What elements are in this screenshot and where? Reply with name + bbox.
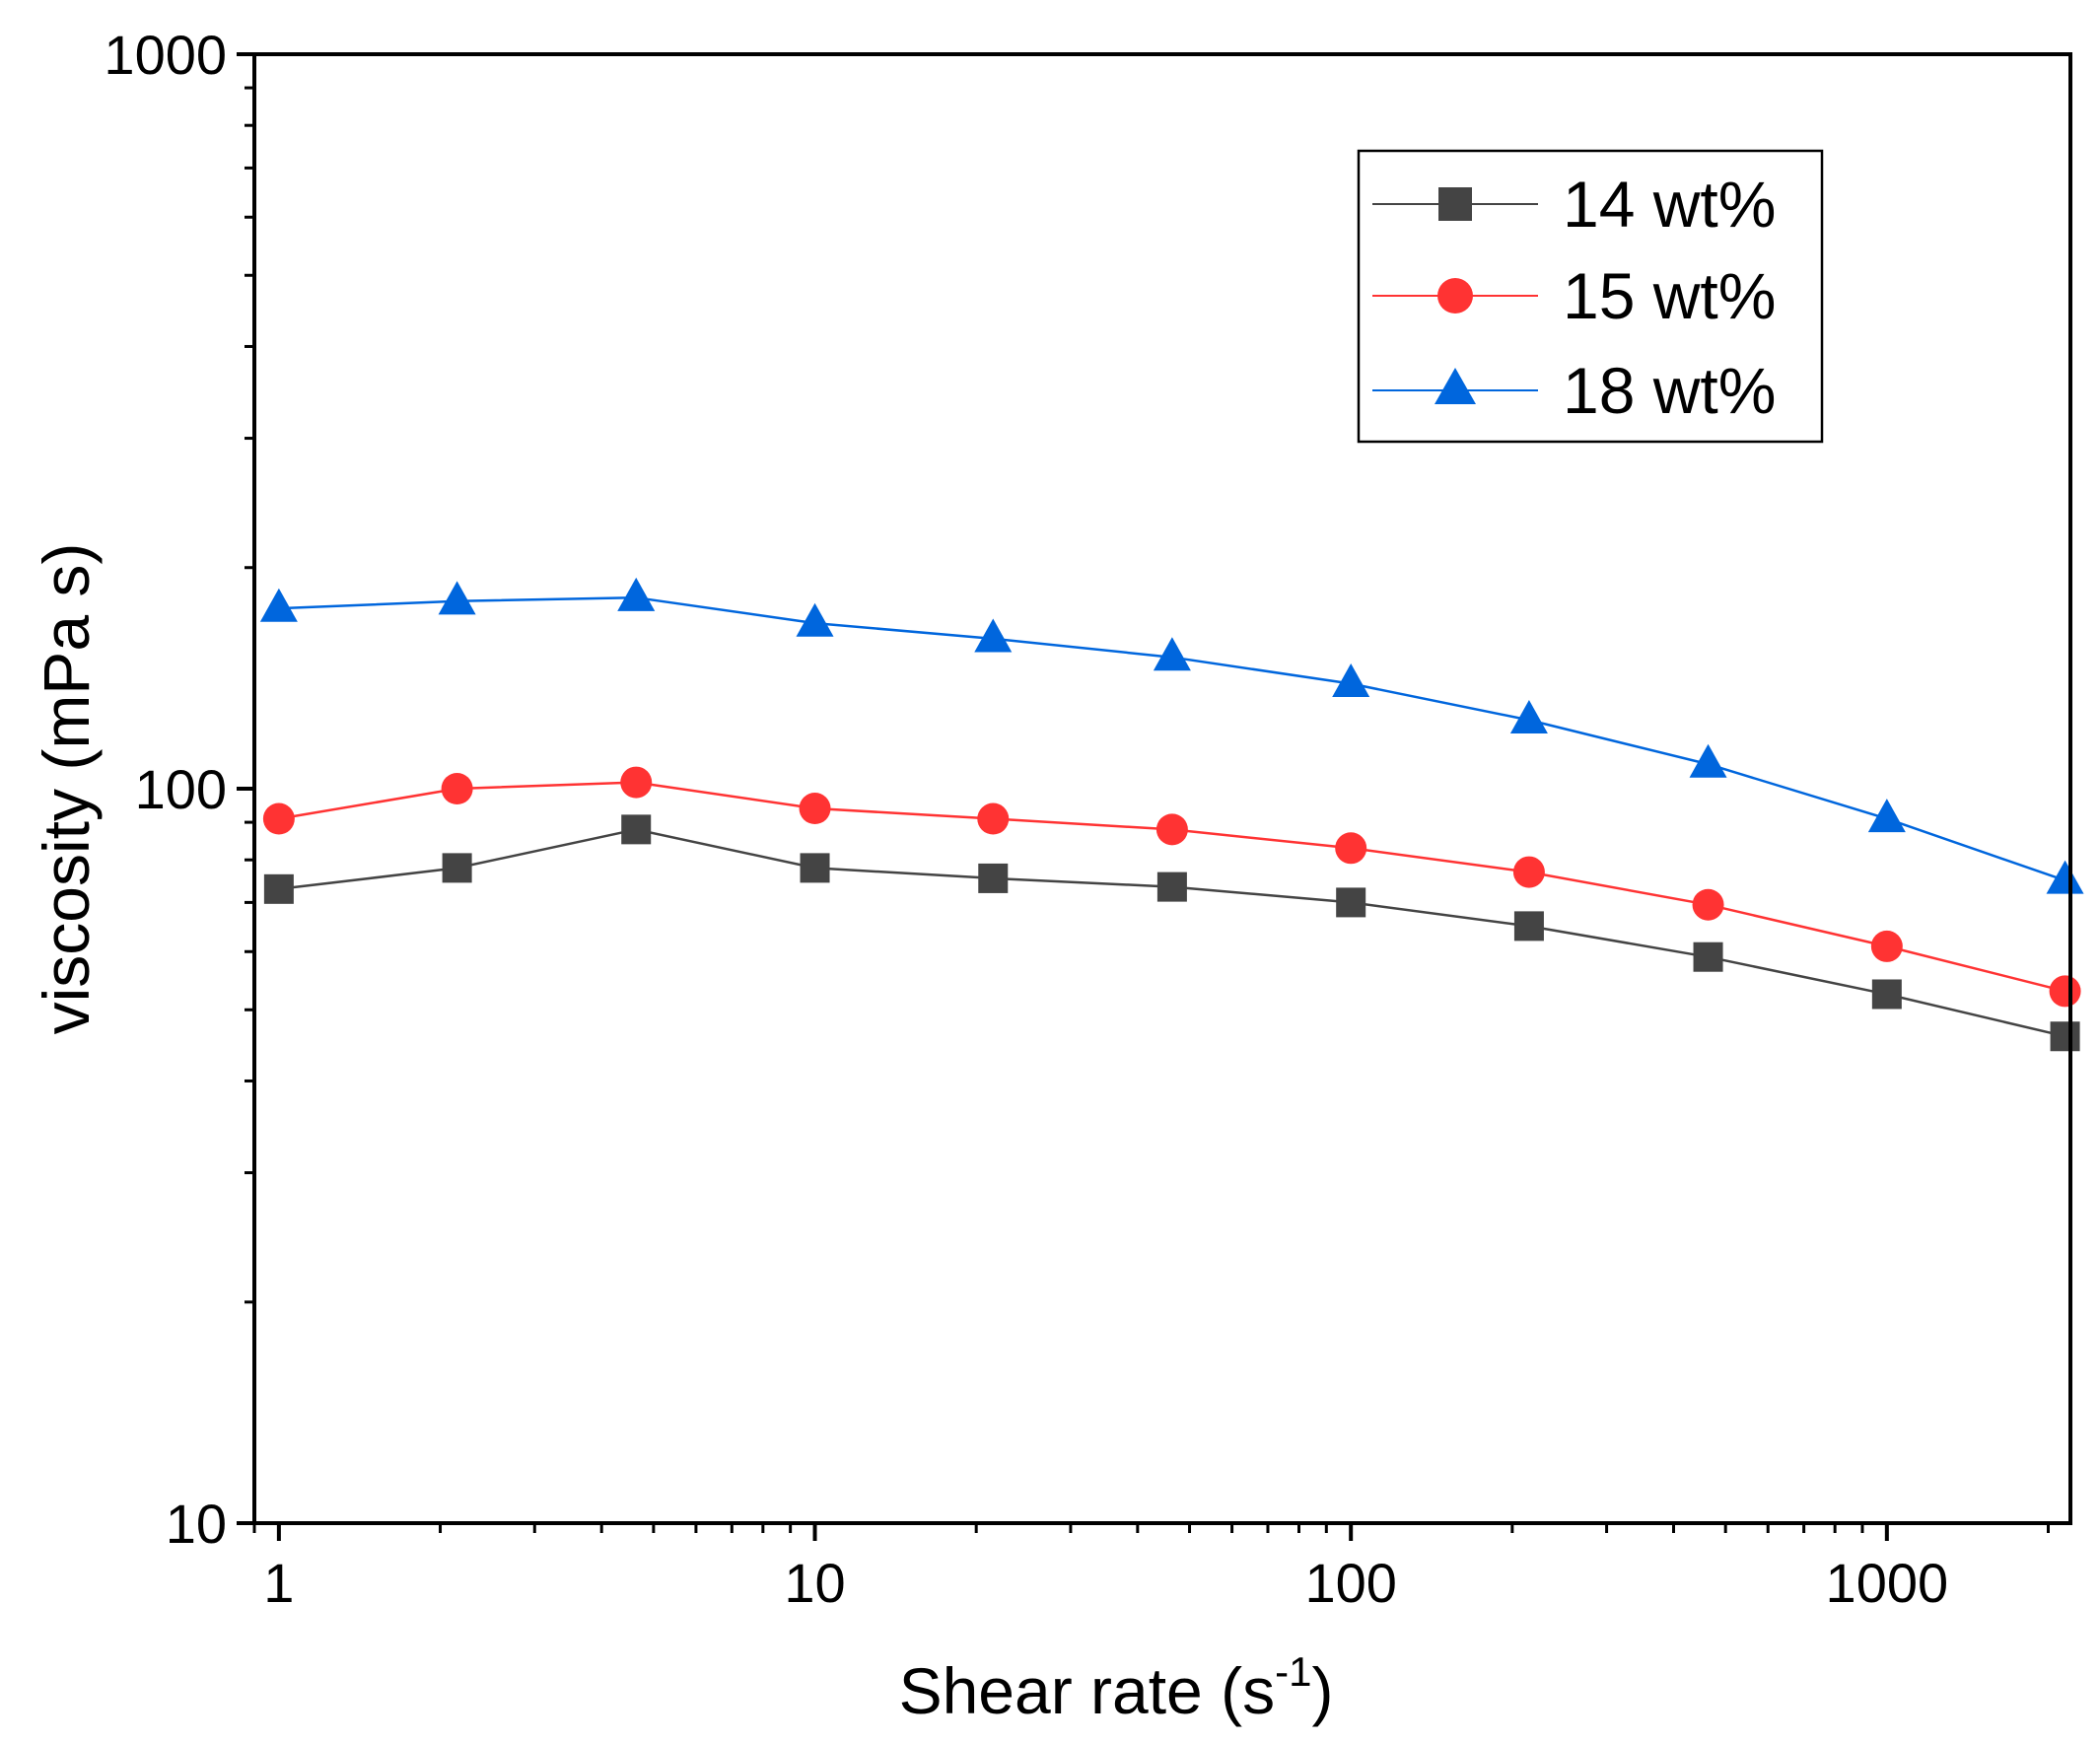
data-point-square: [800, 853, 830, 883]
data-point-square: [978, 863, 1009, 893]
data-point-circle: [2049, 975, 2081, 1008]
data-point-square: [1693, 941, 1723, 972]
y-tick-label: 1000: [104, 24, 227, 86]
data-point-square: [1871, 979, 1902, 1010]
data-point-triangle: [438, 581, 476, 615]
plot-frame: [252, 52, 2072, 1525]
data-point-triangle: [974, 618, 1013, 653]
x-tick-label: 1000: [1826, 1552, 1949, 1614]
x-tick-label: 1: [263, 1552, 294, 1614]
data-point-triangle: [1153, 637, 1191, 671]
data-point-triangle: [259, 588, 298, 622]
data-point-circle: [1692, 888, 1724, 921]
data-point-square: [1513, 911, 1544, 941]
data-point-circle: [1155, 813, 1188, 846]
data-point-circle: [620, 766, 653, 799]
data-point-triangle: [1509, 700, 1548, 734]
x-axis-label: Shear rate (s-1): [899, 1648, 1334, 1727]
legend-marker-triangle: [1435, 368, 1476, 404]
legend-marker-circle: [1437, 278, 1473, 314]
data-point-triangle: [617, 577, 656, 611]
data-point-circle: [1512, 856, 1545, 888]
data-point-square: [2050, 1021, 2080, 1052]
legend-label-14: 14 wt%: [1563, 168, 1776, 241]
series-2: [262, 766, 2081, 1008]
x-axis-label-base: Shear rate (s: [899, 1654, 1276, 1727]
legend-label-18: 18 wt%: [1563, 354, 1776, 427]
data-point-triangle: [2046, 860, 2084, 894]
x-tick-label: 100: [1304, 1552, 1396, 1614]
legend: 14 wt% 15 wt% 18 wt%: [1357, 149, 1824, 444]
legend-label-15: 15 wt%: [1563, 259, 1776, 332]
data-point-triangle: [1332, 663, 1370, 698]
data-point-circle: [262, 802, 295, 835]
data-point-circle: [977, 802, 1010, 835]
axes-layer: 1 10 100 1000 10 100 1000: [104, 24, 2050, 1614]
y-axis-label: viscosity (mPa s): [30, 543, 103, 1035]
data-point-circle: [441, 773, 473, 804]
data-point-square: [1336, 887, 1366, 918]
data-point-square: [442, 853, 472, 883]
data-point-square: [621, 814, 652, 845]
legend-entry-14: 14 wt%: [1372, 168, 1776, 241]
y-tick-label: 10: [166, 1493, 227, 1555]
data-point-circle: [799, 793, 831, 825]
x-axis-label-tail: ): [1311, 1654, 1333, 1727]
legend-entry-18: 18 wt%: [1372, 354, 1776, 427]
legend-marker-square: [1438, 187, 1472, 221]
series-1: [263, 814, 2080, 1052]
data-point-circle: [1870, 930, 1903, 962]
series-3: [259, 577, 2084, 894]
data-point-circle: [1335, 832, 1367, 865]
y-tick-label: 100: [135, 758, 227, 820]
data-point-triangle: [1689, 743, 1727, 778]
data-point-triangle: [1867, 799, 1906, 833]
x-tick-label: 10: [784, 1552, 845, 1614]
data-point-square: [263, 873, 294, 904]
data-point-triangle: [796, 602, 834, 637]
series-layer: [259, 577, 2084, 1052]
legend-entry-15: 15 wt%: [1372, 259, 1776, 332]
x-axis-label-exponent: -1: [1275, 1648, 1311, 1695]
data-point-square: [1156, 872, 1187, 902]
